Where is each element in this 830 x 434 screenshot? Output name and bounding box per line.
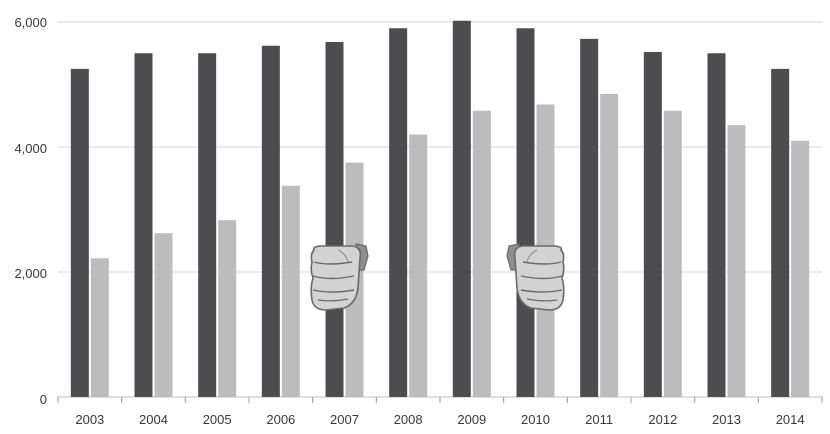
y-axis-tick-labels: 6,000 4,000 2,000 0 [14, 15, 47, 407]
x-tick-label: 2013 [712, 412, 741, 427]
bar-series-2 [90, 258, 109, 397]
bars [70, 20, 810, 397]
bar-series-1 [707, 53, 726, 397]
clenched-fist-icon [506, 243, 565, 311]
y-tick-label: 6,000 [14, 15, 47, 30]
x-axis-tick-labels: 2003 2004 2005 2006 2007 2008 2009 2010 … [75, 412, 804, 427]
bar-series-1 [325, 42, 344, 397]
bar-series-1 [516, 28, 535, 397]
x-axis-ticks [57, 397, 823, 403]
x-tick-label: 2003 [75, 412, 104, 427]
bar-series-1 [452, 20, 471, 397]
bar-series-1 [70, 68, 89, 397]
x-tick-label: 2011 [585, 412, 613, 427]
bar-series-1 [198, 53, 217, 397]
x-tick-label: 2012 [648, 412, 677, 427]
gridlines [58, 21, 822, 398]
y-tick-label: 4,000 [14, 141, 47, 156]
bar-series-1 [771, 68, 790, 397]
bar-series-2 [663, 110, 682, 397]
x-tick-label: 2008 [394, 412, 423, 427]
bar-series-1 [580, 38, 599, 397]
bar-series-2 [600, 93, 619, 397]
bar-series-1 [134, 53, 153, 397]
bar-series-2 [218, 220, 237, 397]
x-tick-label: 2004 [139, 412, 168, 427]
y-tick-label: 0 [40, 392, 47, 407]
x-tick-label: 2007 [330, 412, 359, 427]
y-tick-label: 2,000 [14, 266, 47, 281]
bar-series-2 [409, 134, 428, 397]
bar-series-2 [281, 185, 300, 397]
bar-series-1 [643, 52, 662, 397]
x-tick-label: 2005 [203, 412, 232, 427]
bar-series-2 [154, 233, 173, 397]
bar-series-2 [472, 110, 491, 397]
bar-series-2 [727, 125, 746, 397]
x-tick-label: 2009 [457, 412, 486, 427]
x-tick-label: 2014 [776, 412, 805, 427]
bar-series-1 [389, 28, 408, 397]
x-tick-label: 2010 [521, 412, 550, 427]
bar-series-2 [791, 140, 810, 397]
x-tick-label: 2006 [266, 412, 295, 427]
bar-series-1 [261, 45, 280, 397]
